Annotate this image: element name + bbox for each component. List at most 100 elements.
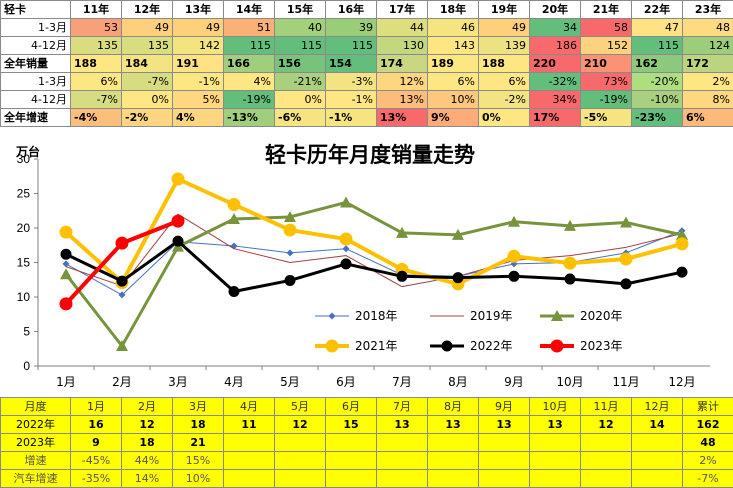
year-header: 18年: [428, 1, 479, 19]
year-header: 13年: [173, 1, 224, 19]
table-cell: 8%: [683, 91, 733, 109]
table-cell: [275, 452, 326, 470]
y-tick-label: 20: [17, 221, 31, 235]
table-cell: 2%: [683, 452, 733, 470]
table-cell: -7%: [683, 470, 733, 488]
data-point: [508, 250, 520, 262]
row-label: 2022年: [1, 416, 71, 434]
table-cell: [581, 452, 632, 470]
table-cell: 12: [581, 416, 632, 434]
table-cell: 49: [479, 19, 530, 37]
table-cell: 188: [71, 55, 122, 73]
data-point: [116, 237, 128, 249]
legend-label: 2022年: [470, 339, 513, 353]
legend-label: 2019年: [470, 309, 513, 323]
table-cell: -21%: [275, 73, 326, 91]
table-cell: -35%: [71, 470, 122, 488]
table-cell: -1%: [173, 73, 224, 91]
x-tick-label: 1月: [56, 375, 76, 389]
y-axis-label: 万台: [15, 144, 40, 159]
data-point: [677, 267, 687, 277]
month-header: 6月: [326, 398, 377, 416]
table-cell: [224, 434, 275, 452]
data-point: [620, 253, 632, 265]
table-cell: 156: [275, 55, 326, 73]
table-cell: -1%: [326, 91, 377, 109]
year-header: 17年: [377, 1, 428, 19]
table-cell: [632, 452, 683, 470]
data-point: [326, 340, 338, 352]
table-cell: 115: [632, 37, 683, 55]
table-cell: -23%: [632, 109, 683, 127]
table-cell: 40: [275, 19, 326, 37]
table-cell: 186: [530, 37, 581, 55]
table-cell: 124: [683, 37, 733, 55]
table-cell: 4%: [173, 109, 224, 127]
y-tick-label: 0: [23, 359, 30, 373]
table-row: 汽车增速-35%14%10%-7%: [1, 470, 733, 488]
legend-label: 2018年: [355, 309, 398, 323]
table-cell: 6%: [71, 73, 122, 91]
y-tick-label: 25: [17, 187, 31, 201]
row-label: 4-12月: [1, 91, 71, 109]
table-cell: 5%: [173, 91, 224, 109]
table-cell: [530, 452, 581, 470]
month-header: 9月: [479, 398, 530, 416]
month-header: 4月: [224, 398, 275, 416]
table-cell: -13%: [224, 109, 275, 127]
row-label: 4-12月: [1, 37, 71, 55]
data-point: [284, 224, 296, 236]
table-cell: 152: [581, 37, 632, 55]
x-tick-label: 2月: [112, 375, 132, 389]
table-cell: 172: [683, 55, 733, 73]
table-cell: 53: [71, 19, 122, 37]
row-label: 增速: [1, 452, 71, 470]
table-cell: 34: [530, 19, 581, 37]
table-cell: 21: [173, 434, 224, 452]
table-cell: [224, 470, 275, 488]
year-header: 20年: [530, 1, 581, 19]
year-header: 21年: [581, 1, 632, 19]
year-header: 22年: [632, 1, 683, 19]
table-cell: [530, 434, 581, 452]
data-point: [551, 340, 563, 352]
data-point: [173, 236, 183, 246]
month-header: 10月: [530, 398, 581, 416]
data-point: [340, 233, 352, 245]
table-cell: 142: [173, 37, 224, 55]
table-cell: -1%: [326, 109, 377, 127]
table-cell: 48: [683, 434, 733, 452]
table-cell: 12: [275, 416, 326, 434]
table-cell: [479, 470, 530, 488]
data-point: [564, 257, 576, 269]
table-cell: 2%: [683, 73, 733, 91]
data-point: [117, 276, 127, 286]
table-cell: 73%: [581, 73, 632, 91]
table-cell: 44%: [122, 452, 173, 470]
table-row: 全年增速-4%-2%4%-13%-6%-1%13%9%0%17%-5%-23%6…: [1, 109, 733, 127]
data-point: [285, 275, 295, 285]
table-cell: 135: [122, 37, 173, 55]
table-cell: 220: [530, 55, 581, 73]
data-point: [229, 286, 239, 296]
table-cell: [275, 434, 326, 452]
table-cell: 115: [326, 37, 377, 55]
table-cell: 6%: [479, 73, 530, 91]
table-cell: -5%: [581, 109, 632, 127]
table-cell: -4%: [71, 109, 122, 127]
row-label: 汽车增速: [1, 470, 71, 488]
table-cell: 15%: [173, 452, 224, 470]
table-cell: 13: [428, 416, 479, 434]
row-label: 2023年: [1, 434, 71, 452]
x-tick-label: 9月: [504, 375, 524, 389]
table-cell: -6%: [275, 109, 326, 127]
table-cell: 188: [479, 55, 530, 73]
data-point: [509, 271, 519, 281]
year-header: 15年: [275, 1, 326, 19]
data-point: [172, 173, 184, 185]
